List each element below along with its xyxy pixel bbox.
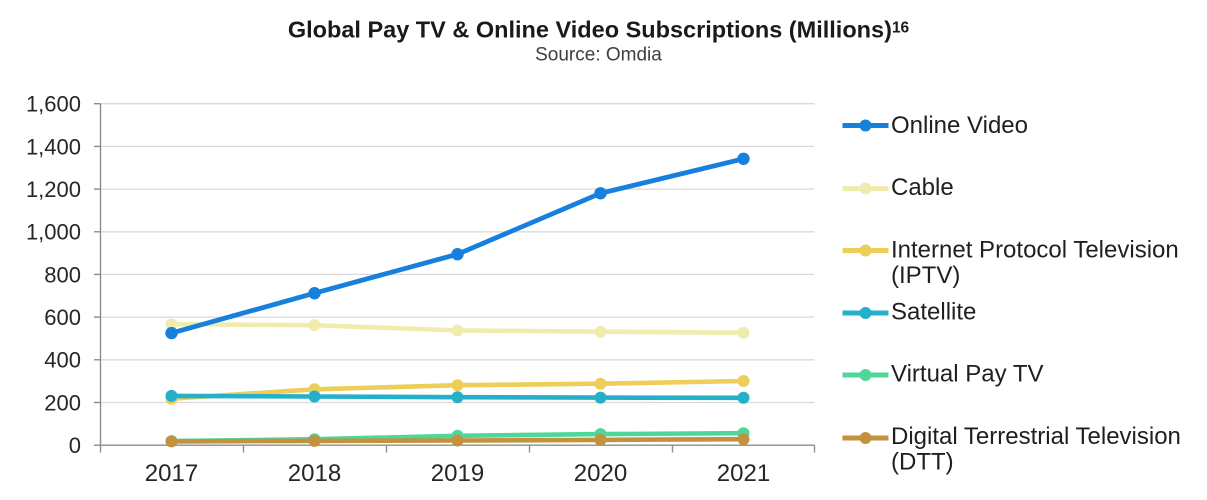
svg-text:1,600: 1,600 — [26, 92, 81, 117]
svg-text:Online Video: Online Video — [891, 112, 1028, 139]
svg-text:600: 600 — [44, 305, 81, 330]
svg-text:Internet Protocol Television: Internet Protocol Television — [891, 236, 1179, 263]
svg-text:1,000: 1,000 — [26, 220, 81, 245]
svg-text:2017: 2017 — [145, 460, 198, 487]
svg-text:200: 200 — [44, 390, 81, 415]
svg-text:400: 400 — [44, 348, 81, 373]
svg-text:Cable: Cable — [891, 174, 954, 201]
svg-text:800: 800 — [44, 262, 81, 287]
svg-text:(IPTV): (IPTV) — [891, 262, 960, 289]
svg-text:0: 0 — [69, 433, 81, 458]
svg-text:2018: 2018 — [288, 460, 341, 487]
svg-text:1,400: 1,400 — [26, 134, 81, 159]
svg-text:2021: 2021 — [717, 460, 770, 487]
svg-text:Virtual Pay TV: Virtual Pay TV — [891, 360, 1044, 387]
svg-text:Global Pay TV & Online Video S: Global Pay TV & Online Video Subscriptio… — [288, 16, 910, 42]
svg-text:2019: 2019 — [431, 460, 484, 487]
svg-text:2020: 2020 — [574, 460, 627, 487]
svg-text:Source: Omdia: Source: Omdia — [535, 45, 662, 66]
svg-text:Digital Terrestrial Television: Digital Terrestrial Television — [891, 423, 1181, 450]
svg-text:1,200: 1,200 — [26, 177, 81, 202]
svg-text:(DTT): (DTT) — [891, 448, 954, 475]
svg-text:Satellite: Satellite — [891, 298, 976, 325]
